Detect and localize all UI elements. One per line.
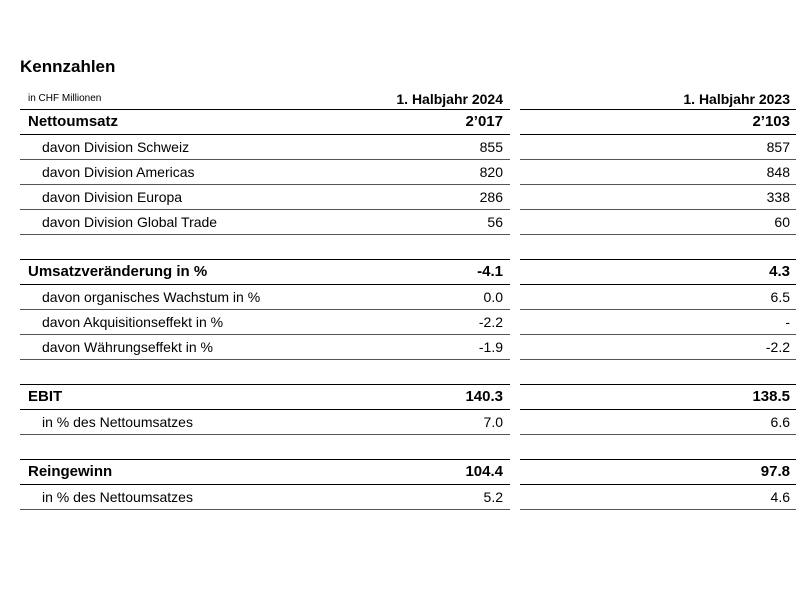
value-2024: 0.0 [324, 284, 510, 310]
row-label: in % des Nettoumsatzes [20, 484, 324, 510]
row-label: in % des Nettoumsatzes [20, 409, 324, 435]
value-2024: 286 [324, 184, 510, 210]
value-2023: 138.5 [520, 384, 796, 410]
column-header-2024: 1. Halbjahr 2024 [324, 89, 510, 110]
value-2024: 56 [324, 209, 510, 235]
value-2024: 5.2 [324, 484, 510, 510]
value-2023: 6.5 [520, 284, 796, 310]
table-row: davon Division Schweiz 855 857 [20, 134, 796, 160]
table-row-ebit: EBIT 140.3 138.5 [20, 384, 796, 410]
page-title: Kennzahlen [20, 57, 116, 76]
value-2024: 855 [324, 134, 510, 160]
value-2023: 97.8 [520, 459, 796, 485]
row-label: davon Division Schweiz [20, 134, 324, 160]
spacer-row [20, 434, 796, 460]
table-row-umsatzveraenderung: Umsatzveränderung in % -4.1 4.3 [20, 259, 796, 285]
row-label: davon Division Europa [20, 184, 324, 210]
row-label: Reingewinn [20, 459, 324, 485]
row-label: davon Division Global Trade [20, 209, 324, 235]
value-2024: 104.4 [324, 459, 510, 485]
table-row: in % des Nettoumsatzes 5.2 4.6 [20, 484, 796, 510]
table-row: davon Währungseffekt in % -1.9 -2.2 [20, 334, 796, 360]
kennzahlen-table: in CHF Millionen 1. Halbjahr 2024 1. Hal… [20, 89, 796, 510]
row-label: EBIT [20, 384, 324, 410]
table-row: davon Division Europa 286 338 [20, 184, 796, 210]
value-2024: -1.9 [324, 334, 510, 360]
value-2023: 4.3 [520, 259, 796, 285]
spacer-row [20, 234, 796, 260]
row-label: Umsatzveränderung in % [20, 259, 324, 285]
value-2023: - [520, 309, 796, 335]
value-2023: 4.6 [520, 484, 796, 510]
value-2023: 857 [520, 134, 796, 160]
value-2023: 60 [520, 209, 796, 235]
value-2024: 2’017 [324, 109, 510, 135]
row-label: Nettoumsatz [20, 109, 324, 135]
table-header-row: in CHF Millionen 1. Halbjahr 2024 1. Hal… [20, 89, 796, 110]
table-row: davon Akquisitionseffekt in % -2.2 - [20, 309, 796, 335]
value-2023: 338 [520, 184, 796, 210]
table-row: in % des Nettoumsatzes 7.0 6.6 [20, 409, 796, 435]
row-label: davon Währungseffekt in % [20, 334, 324, 360]
table-row: davon Division Global Trade 56 60 [20, 209, 796, 235]
row-label: davon organisches Wachstum in % [20, 284, 324, 310]
value-2023: 848 [520, 159, 796, 185]
value-2024: -4.1 [324, 259, 510, 285]
value-2023: 6.6 [520, 409, 796, 435]
value-2024: -2.2 [324, 309, 510, 335]
column-header-2023: 1. Halbjahr 2023 [520, 89, 796, 110]
unit-label: in CHF Millionen [20, 89, 324, 110]
table-row: davon Division Americas 820 848 [20, 159, 796, 185]
row-label: davon Division Americas [20, 159, 324, 185]
spacer-row [20, 359, 796, 385]
value-2024: 820 [324, 159, 510, 185]
value-2023: 2’103 [520, 109, 796, 135]
table-row: davon organisches Wachstum in % 0.0 6.5 [20, 284, 796, 310]
table-row-reingewinn: Reingewinn 104.4 97.8 [20, 459, 796, 485]
value-2024: 7.0 [324, 409, 510, 435]
value-2023: -2.2 [520, 334, 796, 360]
row-label: davon Akquisitionseffekt in % [20, 309, 324, 335]
table-row-nettoumsatz: Nettoumsatz 2’017 2’103 [20, 109, 796, 135]
value-2024: 140.3 [324, 384, 510, 410]
